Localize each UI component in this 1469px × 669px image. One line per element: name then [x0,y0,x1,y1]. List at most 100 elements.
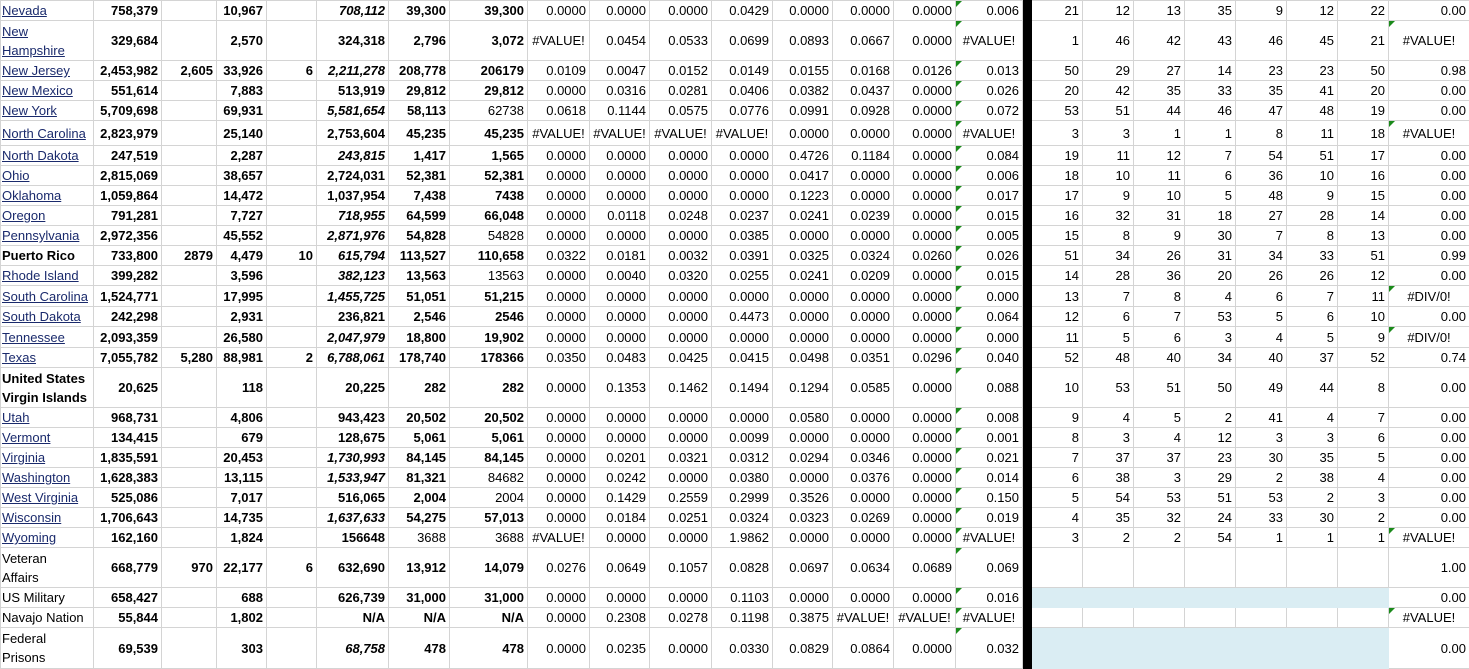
ratio-cell[interactable]: 0.1184 [833,146,894,166]
col-g-cell[interactable]: 58,113 [389,101,450,121]
col-h-cell[interactable]: 14,079 [450,548,528,588]
rank-cell[interactable]: 18 [1032,166,1083,186]
ratio-cell[interactable]: 0.0000 [894,21,956,61]
col-f-cell[interactable]: 5,581,654 [317,101,389,121]
ratio-cell[interactable]: 0.0325 [773,246,833,266]
score-cell[interactable]: 0.084 [956,146,1023,166]
col-g-cell[interactable]: 13,563 [389,266,450,286]
row-label-cell[interactable]: New York [1,101,94,121]
rank-cell[interactable]: 1 [1338,528,1389,548]
rank-cell[interactable]: 9 [1338,327,1389,348]
ratio-cell[interactable]: 0.0099 [712,428,773,448]
col-g-cell[interactable]: 84,145 [389,448,450,468]
total-cell[interactable]: 5,709,698 [94,101,162,121]
rank-cell[interactable]: 6 [1083,307,1134,327]
col-f-cell[interactable]: 626,739 [317,588,389,608]
ratio-cell[interactable]: 0.0928 [833,101,894,121]
rank-cell[interactable] [1236,628,1287,669]
ratio-cell[interactable]: 0.0000 [590,1,650,21]
ratio-cell[interactable]: 0.0000 [894,1,956,21]
col-c-cell[interactable] [162,121,217,146]
row-label-cell[interactable]: New Jersey [1,61,94,81]
col-d-cell[interactable]: 2,931 [217,307,267,327]
rank-cell[interactable]: 15 [1032,226,1083,246]
row-label-cell[interactable]: Wyoming [1,528,94,548]
rank-cell[interactable]: 3 [1134,468,1185,488]
ratio-cell[interactable]: 0.0000 [773,286,833,307]
row-label-cell[interactable]: New Hampshire [1,21,94,61]
total-cell[interactable]: 2,972,356 [94,226,162,246]
rank-cell[interactable]: 2 [1236,468,1287,488]
rank-cell[interactable]: 4 [1287,408,1338,428]
col-e-cell[interactable]: 2 [267,348,317,368]
row-label-link[interactable]: Texas [2,350,36,365]
rank-cell[interactable]: 17 [1338,146,1389,166]
rank-cell[interactable]: 12 [1287,1,1338,21]
result-cell[interactable]: 0.00 [1389,468,1469,488]
total-cell[interactable]: 7,055,782 [94,348,162,368]
col-g-cell[interactable]: 54,275 [389,508,450,528]
score-cell[interactable]: 0.072 [956,101,1023,121]
result-cell[interactable]: 0.00 [1389,226,1469,246]
rank-cell[interactable]: 49 [1236,368,1287,408]
ratio-cell[interactable]: 0.0000 [528,266,590,286]
ratio-cell[interactable]: 0.0697 [773,548,833,588]
ratio-cell[interactable]: 0.0000 [590,528,650,548]
rank-cell[interactable]: 54 [1185,528,1236,548]
col-c-cell[interactable] [162,528,217,548]
rank-cell[interactable]: 51 [1134,368,1185,408]
rank-cell[interactable]: 8 [1032,428,1083,448]
rank-cell[interactable]: 5 [1236,307,1287,327]
ratio-cell[interactable]: 0.1198 [712,608,773,628]
rank-cell[interactable]: 38 [1083,468,1134,488]
col-c-cell[interactable] [162,408,217,428]
col-f-cell[interactable]: N/A [317,608,389,628]
rank-cell[interactable]: 50 [1032,61,1083,81]
rank-cell[interactable]: 5 [1185,186,1236,206]
col-h-cell[interactable]: 45,235 [450,121,528,146]
col-e-cell[interactable] [267,428,317,448]
ratio-cell[interactable]: 0.0000 [590,307,650,327]
ratio-cell[interactable]: 0.0000 [528,226,590,246]
col-d-cell[interactable]: 45,552 [217,226,267,246]
row-label-cell[interactable]: US Military [1,588,94,608]
col-c-cell[interactable] [162,448,217,468]
col-h-cell[interactable]: 7438 [450,186,528,206]
rank-cell[interactable]: 17 [1032,186,1083,206]
ratio-cell[interactable]: 0.0382 [773,81,833,101]
row-label-cell[interactable]: Vermont [1,428,94,448]
ratio-cell[interactable]: 0.0000 [650,146,712,166]
rank-cell[interactable]: 37 [1083,448,1134,468]
rank-cell[interactable]: 29 [1185,468,1236,488]
score-cell[interactable]: 0.026 [956,81,1023,101]
rank-cell[interactable]: 4 [1083,408,1134,428]
col-e-cell[interactable] [267,588,317,608]
ratio-cell[interactable]: 0.0294 [773,448,833,468]
col-f-cell[interactable]: 2,724,031 [317,166,389,186]
ratio-cell[interactable]: 0.0391 [712,246,773,266]
col-d-cell[interactable]: 14,472 [217,186,267,206]
rank-cell[interactable]: 6 [1185,166,1236,186]
rank-cell[interactable] [1185,548,1236,588]
col-f-cell[interactable]: 1,730,993 [317,448,389,468]
rank-cell[interactable]: 2 [1287,488,1338,508]
ratio-cell[interactable]: 0.0000 [528,1,590,21]
rank-cell[interactable]: 13 [1134,1,1185,21]
rank-cell[interactable]: 46 [1185,101,1236,121]
ratio-cell[interactable]: 0.0618 [528,101,590,121]
result-cell[interactable]: 0.00 [1389,488,1469,508]
col-h-cell[interactable]: 5,061 [450,428,528,448]
col-g-cell[interactable]: 5,061 [389,428,450,448]
total-cell[interactable]: 2,093,359 [94,327,162,348]
col-c-cell[interactable] [162,166,217,186]
ratio-cell[interactable]: 0.0454 [590,21,650,61]
col-h-cell[interactable]: 54828 [450,226,528,246]
col-c-cell[interactable] [162,186,217,206]
rank-cell[interactable] [1032,588,1083,608]
score-cell[interactable]: 0.000 [956,327,1023,348]
rank-cell[interactable]: 44 [1287,368,1338,408]
rank-cell[interactable] [1083,608,1134,628]
result-cell[interactable]: 0.00 [1389,307,1469,327]
col-h-cell[interactable]: 84682 [450,468,528,488]
col-e-cell[interactable]: 10 [267,246,317,266]
